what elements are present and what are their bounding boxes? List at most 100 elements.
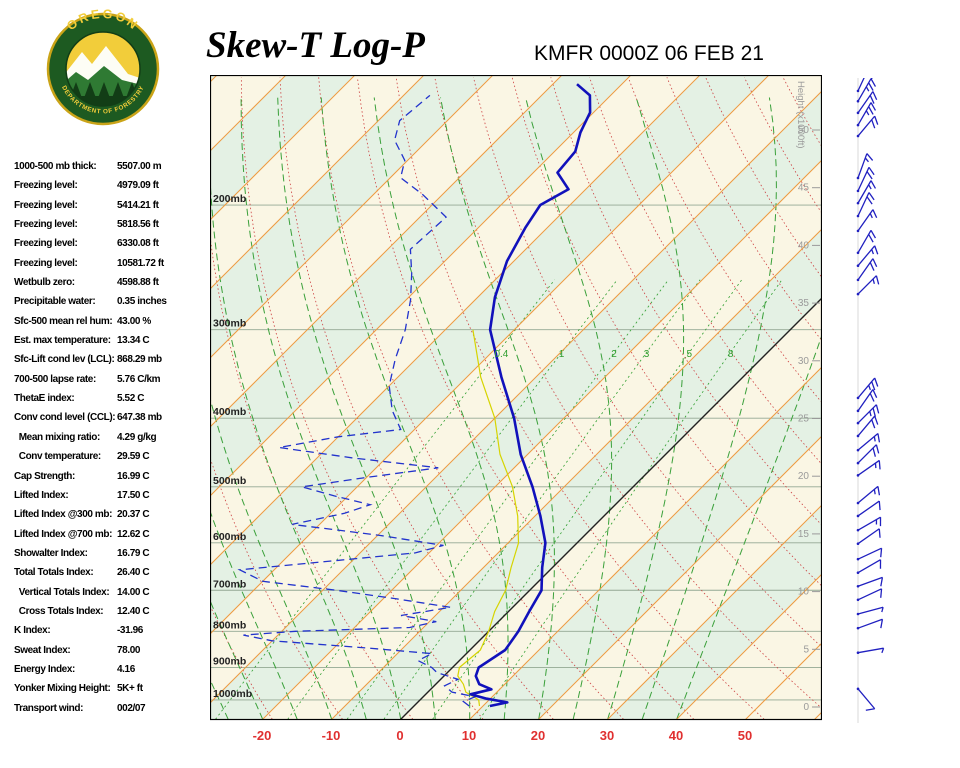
dewpoint-trace [237,94,478,707]
index-value: 5K+ ft [117,683,143,695]
pressure-label: 300mb [213,318,246,330]
index-value: 647.38 mb [117,412,162,424]
index-row: Showalter Index: 16.79 C [14,548,214,567]
index-row: Lifted Index @700 mb: 12.62 C [14,529,214,548]
wind-barb [856,229,877,255]
wind-barb [856,547,883,561]
wind-barb [856,528,881,545]
wind-barb [856,153,874,180]
index-value: 78.00 [117,644,141,656]
index-row: Mean mixing ratio: 4.29 g/kg [14,432,214,451]
index-row: Freezing level: 6330.08 ft [14,238,214,257]
pressure-label: 200mb [213,193,246,205]
pressure-label: 1000mb [213,688,252,700]
index-label: Cap Strength: [14,470,75,482]
index-value: 4598.88 ft [117,277,159,289]
index-row: Lifted Index: 17.50 C [14,490,214,509]
odf-logo: OREGON DEPARTMENT OF FORESTRY [46,7,160,126]
index-row: Conv temperature: 29.59 C [14,451,214,470]
wind-barb [856,258,878,282]
index-row: 1000-500 mb thick: 5507.00 m [14,161,214,180]
temp-axis-label: 20 [531,728,545,743]
height-tick-label: 40 [798,240,810,251]
index-label: Freezing level: [14,238,78,250]
index-label: Mean mixing ratio: [14,431,101,443]
wind-barb [856,576,884,588]
index-value: 14.00 C [117,586,150,598]
index-value: 17.50 C [117,489,150,501]
mixing-ratio-label: 5 [687,349,693,360]
height-tick-label: 35 [798,298,810,309]
wind-barb [856,377,879,400]
wind-barb [856,647,885,654]
index-label: K Index: [14,625,51,637]
wind-barb [856,209,878,233]
index-row: Sweat Index: 78.00 [14,645,214,664]
index-value: 13.34 C [117,335,150,347]
indices-panel: 1000-500 mb thick: 5507.00 m Freezing leve… [14,161,214,722]
index-label: Vertical Totals Index: [14,586,110,598]
index-row: Total Totals Index: 26.40 C [14,567,214,586]
index-value: 5507.00 m [117,161,162,172]
index-row: Cross Totals Index: 12.40 C [14,606,214,625]
index-label: Lifted Index @700 mb: [14,528,113,540]
wind-barb [856,559,882,575]
wind-barb [856,516,882,532]
index-row: Precipitable water: 0.35 inches [14,296,214,315]
index-label: Sweat Index: [14,644,71,656]
index-label: Freezing level: [14,180,78,192]
wind-barb [856,459,881,477]
wind-barb [856,166,875,193]
index-value: 5414.21 ft [117,199,159,211]
index-row: 700-500 lapse rate: 5.76 C/km [14,374,214,393]
skewt-chart-svg: 200mb 300mb 400mb 500mb 600mb 700mb 800mb 900mb… [210,75,822,743]
height-tick-label: 0 [803,702,809,713]
wind-barb [856,415,879,438]
index-row: Energy Index: 4.16 [14,664,214,683]
wind-barb [856,588,883,602]
height-tick-label: 50 [798,125,810,136]
index-label: Sfc-Lift cond lev (LCL): [14,354,115,366]
index-value: 4.16 [117,663,135,675]
index-value: 4979.09 ft [117,180,159,192]
index-label: Freezing level: [14,199,78,211]
index-row: Freezing level: 4979.09 ft [14,180,214,199]
index-row: Lifted Index @300 mb: 20.37 C [14,509,214,528]
height-axis-label: Height (x1000ft) [795,81,806,149]
temp-axis-label: 10 [462,728,476,743]
index-label: Est. max temperature: [14,335,111,347]
mixing-ratio-label: 8 [728,349,734,360]
index-row: Yonker Mixing Height: 5K+ ft [14,683,214,702]
wind-barb [856,245,879,267]
index-label: Conv cond level (CCL): [14,412,116,424]
index-value: 5.76 C/km [117,373,161,385]
pressure-label: 500mb [213,475,246,487]
logo-inner-border [65,31,141,107]
index-label: Lifted Index @300 mb: [14,509,113,521]
index-label: Yonker Mixing Height: [14,683,111,695]
chart-body [210,75,822,720]
temp-axis-label: 40 [669,728,683,743]
height-tick-label: 5 [803,644,809,655]
chart-border [210,75,822,721]
index-label: Wetbulb zero: [14,277,75,289]
wind-barb [856,485,881,505]
index-value: 5818.56 ft [117,219,159,231]
index-value: 10581.72 ft [117,257,164,269]
index-value: 20.37 C [117,509,150,521]
wind-barb [856,687,876,711]
index-value: 29.59 C [117,451,150,463]
index-value: 002/07 [117,702,146,714]
mixing-ratio-label: 3 [644,349,650,360]
wind-barb [856,500,881,518]
wind-barb [856,180,877,205]
index-label: Conv temperature: [14,451,102,463]
index-label: Total Totals Index: [14,567,94,579]
wind-barb [856,444,880,465]
index-value: 868.29 mb [117,354,162,366]
index-row: Wetbulb zero: 4598.88 ft [14,277,214,296]
index-row: Est. max temperature: 13.34 C [14,335,214,354]
wind-barb [856,606,884,616]
wind-barb [856,192,875,218]
